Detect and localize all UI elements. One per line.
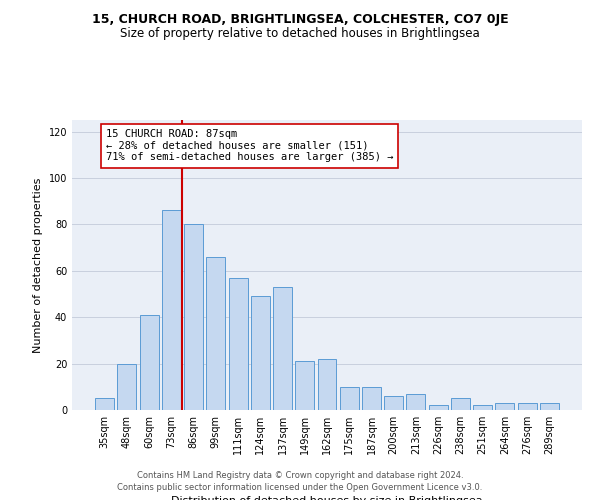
Bar [429,406,448,410]
Bar [540,403,559,410]
Text: Size of property relative to detached houses in Brightlingsea: Size of property relative to detached ho… [120,28,480,40]
Bar [140,315,158,410]
Bar [496,403,514,410]
Bar [384,396,403,410]
Text: 15, CHURCH ROAD, BRIGHTLINGSEA, COLCHESTER, CO7 0JE: 15, CHURCH ROAD, BRIGHTLINGSEA, COLCHEST… [92,12,508,26]
Bar [95,398,114,410]
X-axis label: Distribution of detached houses by size in Brightlingsea: Distribution of detached houses by size … [171,496,483,500]
Text: 15 CHURCH ROAD: 87sqm
← 28% of detached houses are smaller (151)
71% of semi-det: 15 CHURCH ROAD: 87sqm ← 28% of detached … [106,130,393,162]
Bar [162,210,181,410]
Bar [473,406,492,410]
Bar [295,362,314,410]
Bar [184,224,203,410]
Bar [317,359,337,410]
Text: Contains HM Land Registry data © Crown copyright and database right 2024.: Contains HM Land Registry data © Crown c… [137,471,463,480]
Y-axis label: Number of detached properties: Number of detached properties [33,178,43,352]
Bar [406,394,425,410]
Bar [251,296,270,410]
Bar [451,398,470,410]
Bar [362,387,381,410]
Bar [206,257,225,410]
Bar [273,287,292,410]
Bar [118,364,136,410]
Bar [518,403,536,410]
Text: Contains public sector information licensed under the Open Government Licence v3: Contains public sector information licen… [118,484,482,492]
Bar [229,278,248,410]
Bar [340,387,359,410]
